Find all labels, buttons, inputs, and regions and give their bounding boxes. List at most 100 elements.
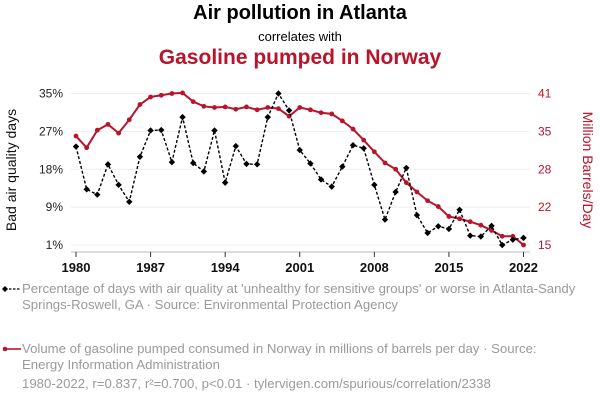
data-point-air-pollution: [392, 188, 399, 196]
x-axis: 1980 1987 1994 2001 2008 2015 2022: [62, 251, 538, 275]
data-point-air-pollution: [413, 211, 421, 219]
chart-title-secondary: Gasoline pumped in Norway: [158, 46, 442, 69]
data-point-gasoline: [201, 103, 207, 109]
x-tick-label: 1980: [62, 260, 91, 275]
data-point-air-pollution: [147, 127, 154, 134]
x-tick-label: 1994: [211, 260, 241, 275]
data-point-air-pollution: [264, 113, 271, 121]
gridlines: [71, 93, 530, 246]
y-tick-label-right: 35: [538, 124, 552, 138]
data-point-air-pollution: [360, 145, 367, 152]
data-point-gasoline: [244, 104, 249, 110]
data-point-air-pollution: [296, 146, 303, 154]
data-point-gasoline: [382, 160, 388, 166]
data-point-gasoline: [116, 130, 122, 136]
y-tick-label-right: 15: [538, 238, 552, 252]
data-point-gasoline: [265, 105, 271, 110]
data-point-gasoline: [308, 107, 313, 113]
legend-label-series1: Percentage of days with air quality at '…: [22, 281, 576, 312]
y-axis-left-label: Bad air quality days: [3, 109, 19, 231]
data-point-air-pollution: [424, 229, 431, 237]
data-point-gasoline: [73, 133, 79, 139]
chart-title: Air pollution in Atlanta: [193, 2, 407, 24]
y-tick-label-left: 1%: [46, 238, 64, 252]
y-axis-left: 1% 9% 18% 27% 35%: [39, 87, 63, 253]
data-point-gasoline: [318, 110, 324, 116]
y-tick-label-right: 41: [538, 87, 552, 101]
data-point-gasoline: [350, 126, 356, 132]
data-point-gasoline: [478, 222, 484, 228]
data-point-gasoline: [212, 105, 217, 110]
data-point-air-pollution: [381, 216, 389, 223]
data-point-gasoline: [435, 204, 441, 209]
data-point-air-pollution: [445, 225, 453, 233]
series-gasoline-norway: [73, 90, 526, 248]
y-axis-right-label: Million Barrels/Day: [580, 112, 596, 229]
data-point-gasoline: [94, 127, 100, 133]
data-point-gasoline: [457, 216, 462, 222]
data-point-gasoline: [467, 219, 473, 225]
data-point-air-pollution: [83, 186, 90, 193]
x-tick-label: 1987: [136, 260, 165, 275]
data-point-air-pollution: [221, 179, 229, 186]
data-point-air-pollution: [72, 143, 80, 150]
y-axis-right: 15 22 28 35 41: [538, 87, 552, 253]
data-point-air-pollution: [211, 127, 218, 134]
data-point-air-pollution: [520, 234, 527, 242]
data-point-gasoline: [425, 198, 431, 204]
data-point-air-pollution: [339, 163, 346, 170]
data-point-air-pollution: [467, 232, 474, 239]
data-point-gasoline: [403, 180, 409, 186]
data-point-air-pollution: [509, 236, 517, 243]
data-point-gasoline: [190, 99, 196, 105]
data-point-gasoline: [329, 111, 335, 117]
data-point-gasoline: [361, 137, 367, 143]
y-tick-label-left: 9%: [46, 200, 64, 214]
chart-footer-stats: 1980-2022, r=0.837, r²=0.700, p<0.01 · t…: [22, 376, 491, 391]
data-point-air-pollution: [403, 164, 410, 172]
data-point-air-pollution: [328, 183, 335, 190]
data-point-air-pollution: [190, 159, 197, 167]
data-point-gasoline: [254, 107, 260, 113]
data-point-gasoline: [222, 104, 228, 110]
data-point-gasoline: [510, 233, 516, 239]
data-point-air-pollution: [456, 206, 463, 213]
legend-label-series2: Volume of gasoline pumped consumed in No…: [22, 341, 537, 372]
legend-dashed-diamond-icon: [2, 286, 21, 292]
data-point-air-pollution: [349, 141, 357, 149]
y-tick-label-left: 18%: [39, 162, 63, 176]
data-point-gasoline: [137, 102, 143, 107]
data-point-air-pollution: [126, 198, 133, 205]
data-point-air-pollution: [94, 191, 101, 198]
x-tick-label: 2008: [360, 260, 389, 275]
data-point-air-pollution: [115, 181, 122, 189]
data-point-air-pollution: [200, 168, 208, 175]
y-tick-label-left: 27%: [39, 124, 63, 138]
data-point-air-pollution: [232, 142, 240, 150]
x-tick-label: 2001: [285, 260, 314, 275]
data-point-air-pollution: [158, 126, 165, 134]
data-point-air-pollution: [498, 241, 506, 249]
data-point-gasoline: [499, 233, 505, 239]
y-tick-label-right: 22: [538, 200, 552, 214]
data-point-gasoline: [233, 106, 239, 112]
data-point-air-pollution: [243, 160, 250, 168]
data-point-gasoline: [297, 105, 303, 110]
series-air-pollution-atlanta: [72, 90, 527, 249]
data-point-gasoline: [414, 189, 420, 195]
data-point-gasoline: [339, 118, 345, 124]
data-point-air-pollution: [285, 107, 293, 114]
data-point-gasoline: [521, 242, 526, 248]
data-point-air-pollution: [307, 160, 314, 167]
data-point-air-pollution: [488, 222, 495, 230]
data-point-gasoline: [158, 92, 164, 98]
data-point-gasoline: [148, 94, 153, 100]
data-point-air-pollution: [104, 161, 112, 168]
data-point-gasoline: [126, 117, 132, 123]
data-point-air-pollution: [371, 181, 378, 189]
data-point-gasoline: [105, 121, 111, 127]
x-tick-label: 2022: [509, 260, 538, 275]
data-point-air-pollution: [477, 233, 485, 240]
data-point-gasoline: [393, 166, 399, 172]
